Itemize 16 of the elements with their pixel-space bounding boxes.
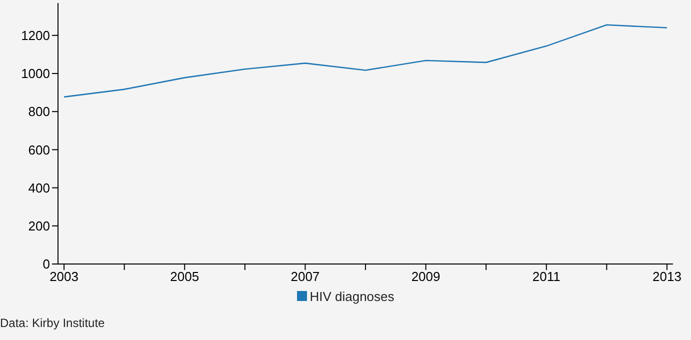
x-tick-label: 2013 xyxy=(652,269,682,284)
legend-label: HIV diagnoses xyxy=(310,288,394,304)
y-tick-label: 600 xyxy=(28,142,50,158)
y-tick-label: 1000 xyxy=(21,66,50,82)
x-tick-label: 2011 xyxy=(532,269,560,284)
x-tick-label: 2005 xyxy=(170,269,200,284)
x-tick-label: 2003 xyxy=(50,269,78,284)
x-tick-label: 2009 xyxy=(411,269,440,284)
y-tick-label: 0 xyxy=(42,256,50,272)
line-series xyxy=(63,24,668,98)
y-tick-label: 800 xyxy=(28,104,50,120)
x-tick-label: 2007 xyxy=(290,269,320,284)
y-tick-label: 200 xyxy=(28,218,50,234)
text: Data: Kirby Institute xyxy=(0,316,106,330)
y-tick-label: 1200 xyxy=(21,28,50,43)
y-tick-label: 400 xyxy=(28,180,50,196)
